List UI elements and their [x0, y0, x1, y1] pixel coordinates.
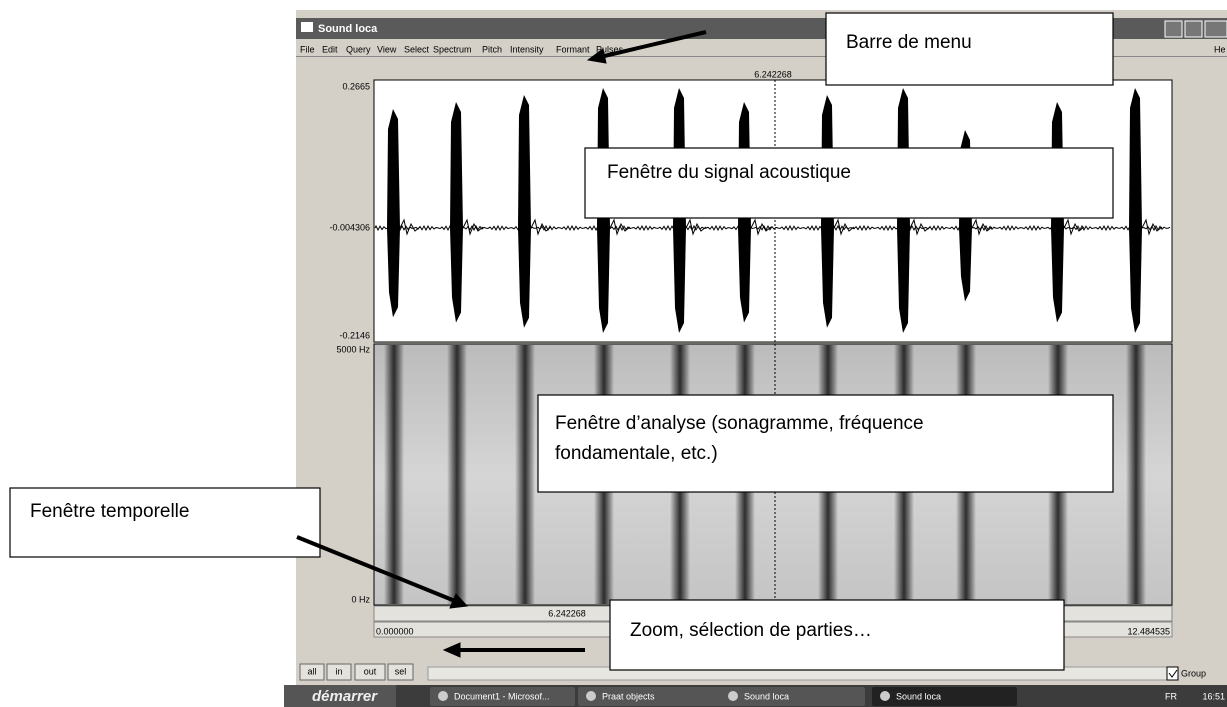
annotation-box — [584, 147, 1114, 219]
start-button[interactable] — [284, 685, 396, 707]
close[interactable] — [1204, 20, 1227, 38]
start-label: démarrer — [312, 688, 378, 705]
time-cursor: 6.242268 — [548, 608, 586, 618]
annotation: Zoom, sélection de parties… — [630, 620, 872, 641]
waveform-tail — [833, 218, 855, 236]
annotation-box — [609, 599, 1065, 671]
minimize[interactable] — [1164, 20, 1183, 38]
group-label: Group — [1181, 668, 1206, 678]
separator — [296, 56, 1227, 57]
zoom-button[interactable] — [387, 663, 414, 681]
menu-item[interactable]: Spectrum — [433, 44, 472, 54]
task-icon — [438, 691, 448, 701]
annotation-box — [9, 487, 321, 558]
zoom-button-label: all — [307, 666, 316, 676]
amp-mid: -0.004306 — [329, 222, 370, 232]
cursor-time: 6.242268 — [754, 69, 792, 79]
spectrogram-band — [384, 345, 404, 604]
lang: FR — [1165, 691, 1177, 701]
waveform-baseline — [374, 224, 1171, 232]
menu-item[interactable]: File — [300, 44, 315, 54]
spectrogram-band — [447, 345, 467, 604]
task-button[interactable] — [578, 687, 723, 706]
menu-item[interactable]: Edit — [322, 44, 338, 54]
annotation-box — [825, 12, 1114, 86]
task-icon — [728, 691, 738, 701]
waveform-tail — [609, 218, 631, 236]
menu-item[interactable]: View — [377, 44, 397, 54]
zoom-button[interactable] — [326, 663, 352, 681]
freq-min: 0 Hz — [351, 594, 370, 604]
task-button[interactable] — [872, 687, 1017, 706]
waveform-tail — [399, 218, 421, 236]
clock: 16:51 — [1202, 691, 1225, 701]
time-end: 12.484535 — [1127, 626, 1170, 636]
task-label: Sound loca — [744, 691, 789, 701]
window-icon — [301, 22, 313, 32]
task-label: Praat objects — [602, 691, 655, 701]
waveform-burst — [450, 102, 463, 323]
zoom-button[interactable] — [299, 663, 325, 681]
menu-help[interactable]: He — [1214, 44, 1226, 54]
waveform-tail — [462, 218, 484, 236]
zoom-button-label: out — [364, 666, 377, 676]
waveform-tail — [909, 218, 931, 236]
waveform-tail — [685, 218, 707, 236]
task-icon — [880, 691, 890, 701]
menu-item[interactable]: Pitch — [482, 44, 502, 54]
freq-max: 5000 Hz — [336, 344, 370, 354]
menu-item[interactable]: Select — [404, 44, 430, 54]
annotation: fondamentale, etc.) — [555, 443, 718, 464]
annotation: Fenêtre temporelle — [30, 501, 189, 522]
zoom-button-label: sel — [395, 666, 407, 676]
annotation: Barre de menu — [846, 32, 972, 53]
waveform-tail — [530, 218, 552, 236]
annotation: Fenêtre du signal acoustique — [607, 162, 851, 183]
menu-item[interactable]: Pulses — [596, 44, 624, 54]
amp-min: -0.2146 — [339, 330, 370, 340]
waveform-tail — [750, 218, 772, 236]
maximize[interactable] — [1184, 20, 1203, 38]
waveform-burst — [1129, 88, 1142, 333]
amp-max: 0.2665 — [342, 81, 370, 91]
task-label: Sound loca — [896, 691, 941, 701]
arrows — [296, 30, 707, 658]
spectrogram-band — [515, 345, 535, 604]
zoom-button[interactable] — [354, 663, 386, 681]
annotation: Fenêtre d’analyse (sonagramme, fréquence — [555, 413, 924, 434]
waveform-burst — [518, 95, 531, 328]
menu-item[interactable]: Intensity — [510, 44, 544, 54]
waveform-burst — [387, 109, 400, 318]
zoom-button-label: in — [335, 666, 342, 676]
waveform-tail — [1063, 218, 1085, 236]
group-checkbox[interactable] — [1166, 666, 1179, 681]
annotation-box — [537, 394, 1114, 493]
menu-item[interactable]: Query — [346, 44, 371, 54]
task-icon — [586, 691, 596, 701]
menu-item[interactable]: Formant — [556, 44, 590, 54]
spectrogram-band — [1126, 345, 1146, 604]
waveform-tail — [1141, 218, 1163, 236]
check — [1168, 669, 1178, 678]
window-title: Sound loca — [318, 23, 378, 35]
time-start: 0.000000 — [376, 626, 414, 636]
task-button[interactable] — [430, 687, 575, 706]
task-label: Document1 - Microsof... — [454, 691, 550, 701]
waveform-tail — [971, 218, 993, 236]
task-button[interactable] — [720, 687, 865, 706]
